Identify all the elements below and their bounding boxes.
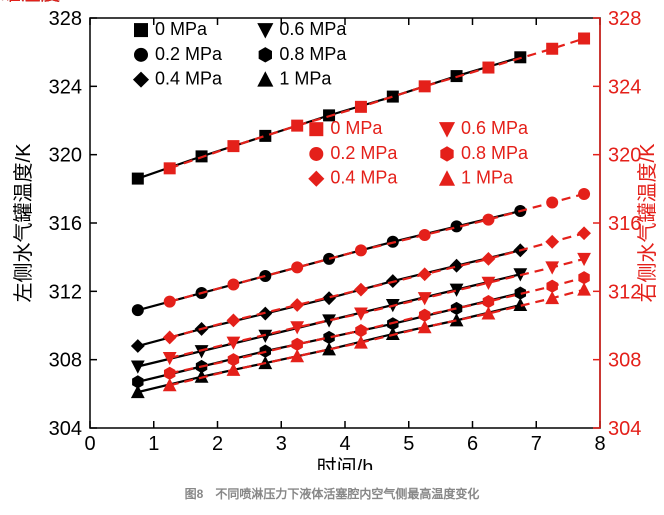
figure-caption: 图8 不同喷淋压力下液体活塞腔内空气侧最高温度变化	[0, 485, 664, 502]
y-left-tick-label: 324	[49, 76, 82, 98]
legend-label: 0.2 MPa	[330, 143, 398, 163]
x-tick-label: 7	[531, 433, 542, 455]
y-right-tick-label: 304	[608, 418, 641, 440]
legend-label: 1 MPa	[461, 168, 514, 188]
legend-label: 0.8 MPa	[279, 44, 347, 64]
legend-label: 0.4 MPa	[330, 168, 398, 188]
y-left-tick-label: 312	[49, 281, 82, 303]
legend-label: 0.4 MPa	[155, 69, 223, 89]
x-axis-label: 时间/h	[317, 456, 374, 470]
svg-text:左侧水气罐温度/K: 左侧水气罐温度/K	[12, 143, 35, 303]
y-right-axis-label: 右侧水气罐温度/K	[636, 143, 659, 303]
y-left-axis-label: 左侧水气罐温度/K	[12, 143, 35, 303]
x-tick-label: 4	[339, 433, 350, 455]
figure-container: 0 1 2 3 4 5 6 7 8 时间/h 304 308 312 316 320 324 328 304 308…	[0, 0, 664, 515]
legend-label: 0.6 MPa	[461, 118, 529, 138]
x-tick-label: 1	[148, 433, 159, 455]
chart-svg: 0 1 2 3 4 5 6 7 8 时间/h 304 308 312 316 320 324 328 304 308…	[0, 0, 664, 470]
y-left-tick-label: 320	[49, 145, 82, 167]
y-right-tick-label: 324	[608, 76, 641, 98]
x-tick-label: 6	[467, 433, 478, 455]
svg-text:右侧水气罐温度/K: 右侧水气罐温度/K	[0, 0, 80, 5]
legend-label: 0 MPa	[155, 19, 208, 39]
y-right-tick-label: 328	[608, 8, 641, 30]
y-right-tick-label: 308	[608, 350, 641, 372]
x-tick-label: 5	[403, 433, 414, 455]
x-tick-label: 3	[276, 433, 287, 455]
x-tick-label: 2	[212, 433, 223, 455]
legend-label: 0.2 MPa	[155, 44, 223, 64]
x-tick-label: 8	[594, 433, 605, 455]
x-tick-label: 0	[84, 433, 95, 455]
svg-text:右侧水气罐温度/K: 右侧水气罐温度/K	[636, 143, 659, 303]
y-left-tick-label: 328	[49, 8, 82, 30]
legend-label: 0.6 MPa	[279, 19, 347, 39]
legend-label: 0 MPa	[330, 118, 383, 138]
y-left-tick-label: 304	[49, 418, 82, 440]
y-left-tick-label: 316	[49, 213, 82, 235]
legend-label: 1 MPa	[279, 69, 332, 89]
y-left-tick-label: 308	[49, 350, 82, 372]
legend-label: 0.8 MPa	[461, 143, 529, 163]
